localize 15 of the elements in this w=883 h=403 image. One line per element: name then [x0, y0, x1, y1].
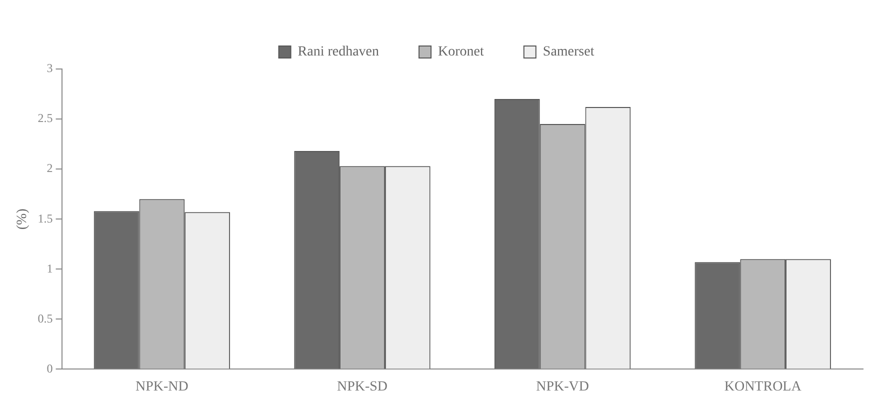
- y-tick-label: 3: [46, 61, 53, 76]
- x-tick-label: NPK-VD: [536, 379, 589, 394]
- legend-label: Samerset: [542, 44, 594, 60]
- y-tick-label: 2.5: [38, 111, 53, 126]
- y-axis-title: (%): [15, 208, 30, 230]
- y-tick-label: 1.5: [38, 211, 53, 226]
- y-tick-label: 0: [46, 361, 53, 376]
- legend-label: Koronet: [438, 44, 484, 60]
- y-tick-label: 0.5: [38, 311, 53, 326]
- legend-label: Rani redhaven: [298, 44, 380, 60]
- y-tick-label: 1: [46, 261, 53, 276]
- y-tick-label: 2: [46, 161, 53, 176]
- x-tick-label: NPK-ND: [136, 379, 188, 394]
- x-tick-label: KONTROLA: [724, 379, 802, 394]
- x-tick-label: NPK-SD: [336, 379, 388, 394]
